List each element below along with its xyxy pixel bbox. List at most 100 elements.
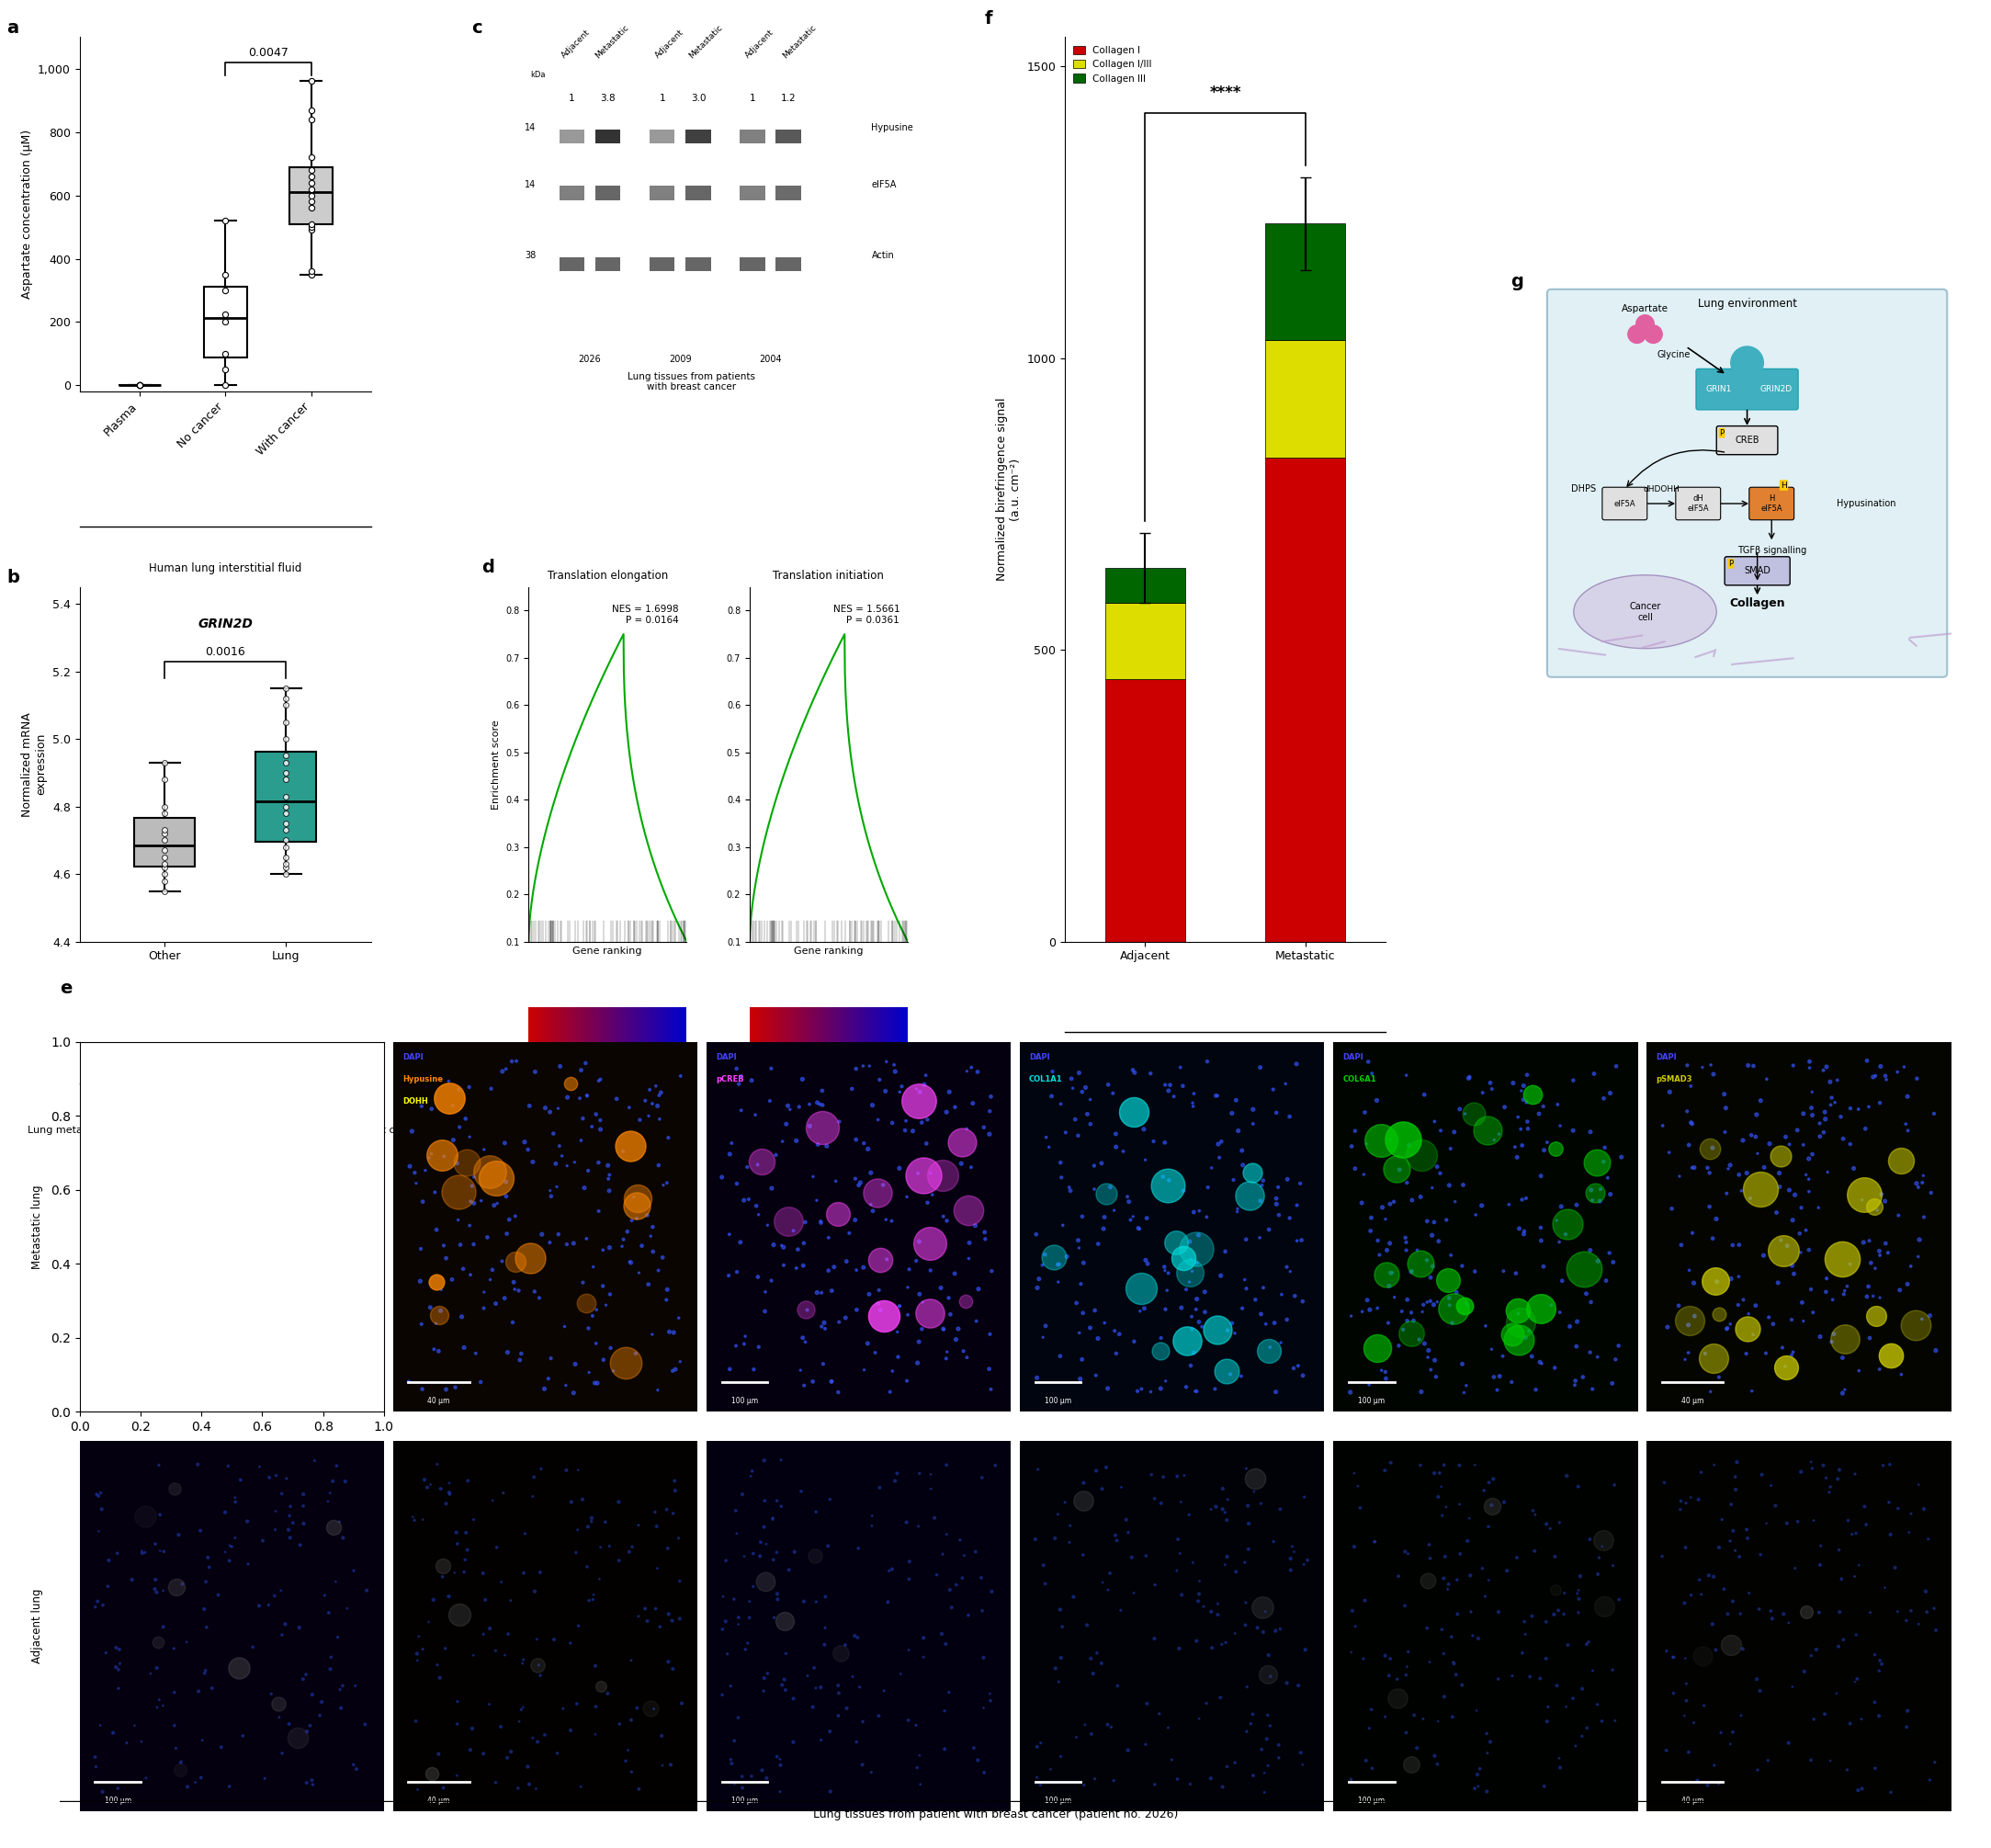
Point (749, 1297, 780, 1327)
Point (1083, 1229, 1115, 1258)
Point (1895, 1499, 1927, 1528)
Point (1489, 1092, 1521, 1122)
Point (1035, 1081, 1067, 1111)
Point (651, 1495, 683, 1525)
Point (721, 1170, 753, 1199)
Point (892, 1273, 924, 1303)
Point (340, 1281, 372, 1310)
Point (615, 1247, 647, 1277)
Point (1163, 1634, 1195, 1663)
Point (189, 1595, 221, 1624)
Point (914, 1229, 946, 1258)
Point (1810, 1264, 1842, 1294)
Point (926, 1619, 958, 1648)
Point (348, 1709, 380, 1739)
Point (1093, 1070, 1125, 1100)
Point (1439, 1660, 1471, 1689)
Text: NES = 1.6998
P = 0.0164: NES = 1.6998 P = 0.0164 (611, 604, 679, 625)
Point (946, 1563, 978, 1593)
Point (1907, 1161, 1939, 1190)
Point (914, 1460, 946, 1489)
Point (1075, 1085, 1107, 1114)
Point (1858, 1281, 1889, 1310)
Point (243, 1249, 275, 1279)
Point (1139, 1770, 1171, 1800)
Point (884, 1292, 916, 1321)
Point (735, 1462, 767, 1491)
Point (615, 1706, 647, 1735)
Text: Human lung interstitial fluid: Human lung interstitial fluid (149, 562, 303, 575)
Point (271, 832, 303, 861)
Text: Hypusine: Hypusine (402, 1076, 442, 1083)
Point (1788, 1100, 1820, 1129)
Point (974, 1319, 1005, 1349)
Point (862, 1275, 894, 1305)
Point (1211, 1628, 1242, 1658)
Point (171, 1183, 203, 1212)
Point (1135, 1460, 1167, 1489)
Point (1181, 1234, 1213, 1264)
Point (1278, 1538, 1310, 1567)
Point (786, 1064, 818, 1094)
Point (1434, 1283, 1465, 1312)
Point (1366, 1356, 1398, 1386)
Point (512, 1752, 544, 1781)
Point (490, 1053, 522, 1083)
Point (1874, 1449, 1905, 1478)
Point (1730, 1340, 1762, 1369)
Point (110, 1225, 141, 1255)
Point (585, 1671, 617, 1700)
Point (1507, 1131, 1539, 1161)
Point (1716, 1717, 1748, 1746)
Text: GRIN1: GRIN1 (1706, 384, 1732, 394)
Point (1744, 1595, 1776, 1624)
Point (1244, 1489, 1276, 1519)
Text: Metastatic lung: Metastatic lung (32, 1185, 44, 1270)
Text: GRIN2D: GRIN2D (197, 617, 253, 630)
Point (1043, 1667, 1075, 1696)
Point (1059, 1105, 1091, 1135)
Point (430, 1244, 462, 1273)
Point (595, 1332, 627, 1362)
Point (157, 1634, 189, 1663)
Point (273, 1515, 305, 1545)
Point (1153, 1258, 1185, 1288)
Point (1874, 1488, 1905, 1517)
Point (297, 1765, 329, 1794)
Point (1565, 1562, 1597, 1591)
Point (1232, 1534, 1264, 1563)
Text: Adjacent: Adjacent (653, 28, 685, 59)
Text: Ca²⁺: Ca²⁺ (1738, 359, 1756, 368)
Text: kDa: kDa (530, 70, 546, 79)
Point (1561, 1190, 1593, 1220)
Text: 3.0: 3.0 (691, 94, 705, 103)
Point (1228, 1547, 1260, 1576)
Point (822, 1678, 854, 1708)
Point (149, 1308, 181, 1338)
Point (271, 809, 303, 839)
Point (123, 371, 155, 401)
Point (1205, 1260, 1236, 1290)
Text: Lung tissues from patient with breast cancer (patient no. 2026): Lung tissues from patient with breast ca… (812, 1809, 1179, 1820)
Point (1224, 1362, 1256, 1392)
Point (1672, 1338, 1704, 1368)
Point (550, 1312, 581, 1342)
Point (1376, 1258, 1408, 1288)
Point (129, 1247, 161, 1277)
Text: Lung metastases versus other metastatic sites in patients with breast cancer: Lung metastases versus other metastatic … (28, 1125, 424, 1135)
Bar (685, 257, 711, 272)
Point (1471, 1739, 1503, 1769)
Point (721, 1053, 753, 1083)
Point (840, 1125, 872, 1155)
Point (1360, 1085, 1392, 1114)
Point (1864, 1236, 1895, 1266)
Point (82, 1587, 113, 1617)
Point (1203, 1589, 1234, 1619)
Point (245, 1242, 277, 1271)
Point (780, 1125, 812, 1155)
FancyBboxPatch shape (1716, 427, 1778, 455)
Point (1077, 1660, 1109, 1689)
Point (613, 1092, 645, 1122)
Point (1708, 1118, 1740, 1148)
Point (1418, 1290, 1449, 1319)
